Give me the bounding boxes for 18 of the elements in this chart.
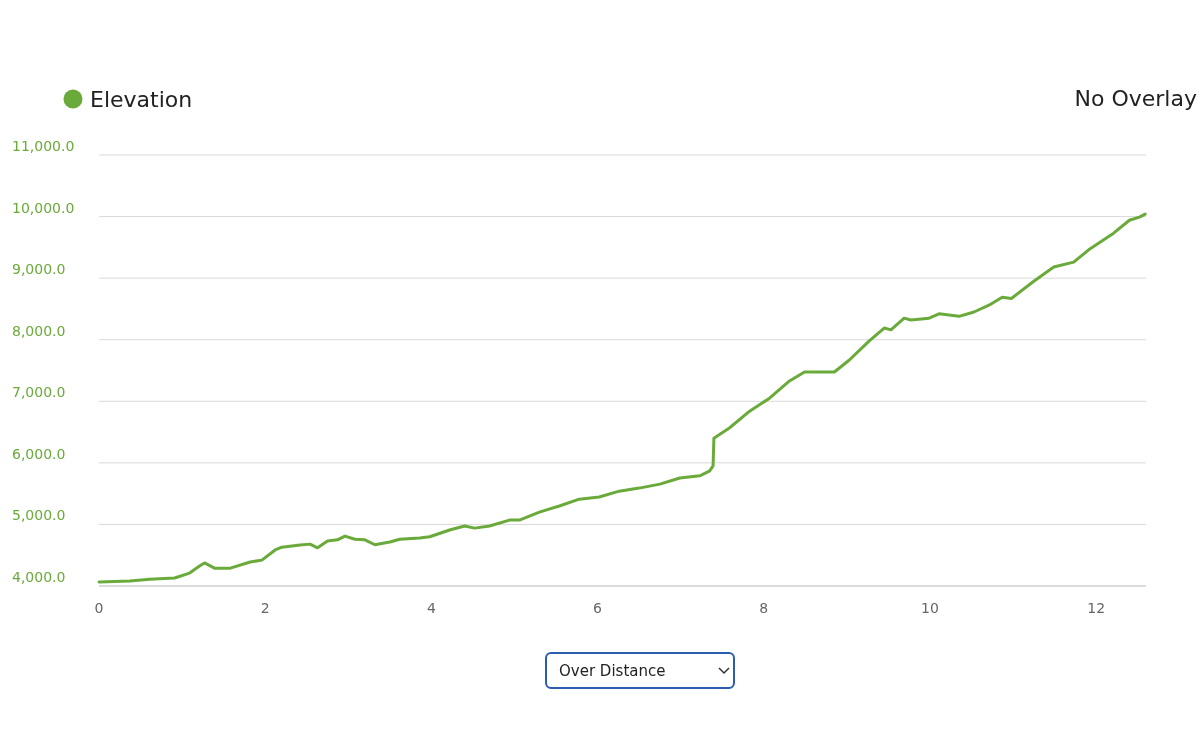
y-tick-label: 7,000.0 xyxy=(12,384,66,401)
y-tick-label: 6,000.0 xyxy=(12,445,66,462)
y-tick-label: 11,000.0 xyxy=(12,138,75,154)
x-tick-label: 6 xyxy=(593,600,603,616)
x-tick-label: 4 xyxy=(426,600,436,616)
x-tick-label: 8 xyxy=(759,600,769,616)
text: Over Distance xyxy=(559,662,666,680)
x-tick-label: 2 xyxy=(260,600,270,616)
y-tick-label: 8,000.0 xyxy=(12,322,66,339)
x-tick-label: 0 xyxy=(94,600,104,616)
y-tick-label: 4,000.0 xyxy=(12,569,66,585)
text: No Overlay xyxy=(1074,86,1197,111)
legend-label: Elevation xyxy=(90,87,193,112)
y-tick-label: 5,000.0 xyxy=(12,507,66,524)
y-tick-label: 10,000.0 xyxy=(12,199,75,216)
x-tick-label: 12 xyxy=(1087,600,1106,616)
x-tick-label: 10 xyxy=(921,600,939,616)
y-tick-label: 9,000.0 xyxy=(12,261,66,278)
